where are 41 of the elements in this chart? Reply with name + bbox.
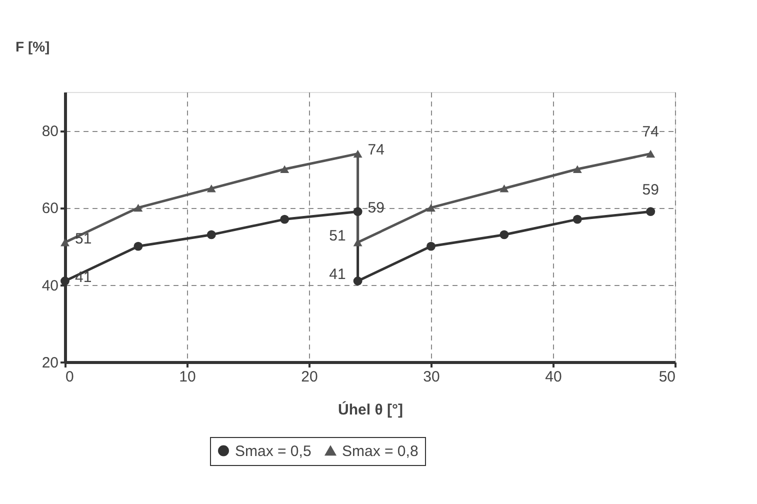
x-tick-label: 20 [301, 368, 318, 386]
point [646, 207, 656, 216]
data-label: 59 [368, 200, 384, 217]
x-tick-label: 50 [658, 368, 676, 386]
point [206, 230, 216, 240]
x-tick-label: 40 [545, 368, 562, 386]
point [134, 242, 143, 251]
data-label: 74 [642, 124, 659, 141]
point [572, 214, 582, 224]
point [134, 204, 143, 212]
x-tick-label: 0 [66, 368, 74, 386]
data-label: 41 [329, 266, 346, 283]
point [60, 276, 70, 286]
point [426, 242, 436, 251]
data-label: 41 [75, 269, 92, 286]
point [60, 238, 70, 246]
x-tick-label: 10 [179, 368, 196, 386]
point [646, 150, 656, 158]
data-label: 59 [642, 182, 659, 199]
point [572, 165, 582, 174]
point [500, 230, 509, 240]
point [353, 276, 362, 286]
data-label: 74 [368, 142, 384, 159]
x-tick-label: 30 [423, 368, 440, 386]
data-label: 51 [75, 230, 92, 248]
point [500, 184, 509, 192]
point [426, 204, 436, 212]
data-label: 51 [329, 227, 346, 244]
legend-label: Smax = 0,5 [235, 442, 312, 460]
point [280, 214, 290, 224]
x-axis-title: Úhel θ [°] [338, 400, 403, 418]
y-tick-label: 20 [42, 354, 58, 372]
point [353, 150, 362, 158]
point [353, 207, 362, 216]
legend-label: Smax = 0,8 [342, 442, 418, 460]
y-tick-label: 40 [42, 277, 58, 294]
point [280, 165, 290, 174]
y-tick-label: 60 [42, 200, 58, 218]
point [206, 184, 216, 192]
y-tick-label: 80 [42, 123, 58, 140]
y-axis-title: F [%] [16, 38, 50, 54]
